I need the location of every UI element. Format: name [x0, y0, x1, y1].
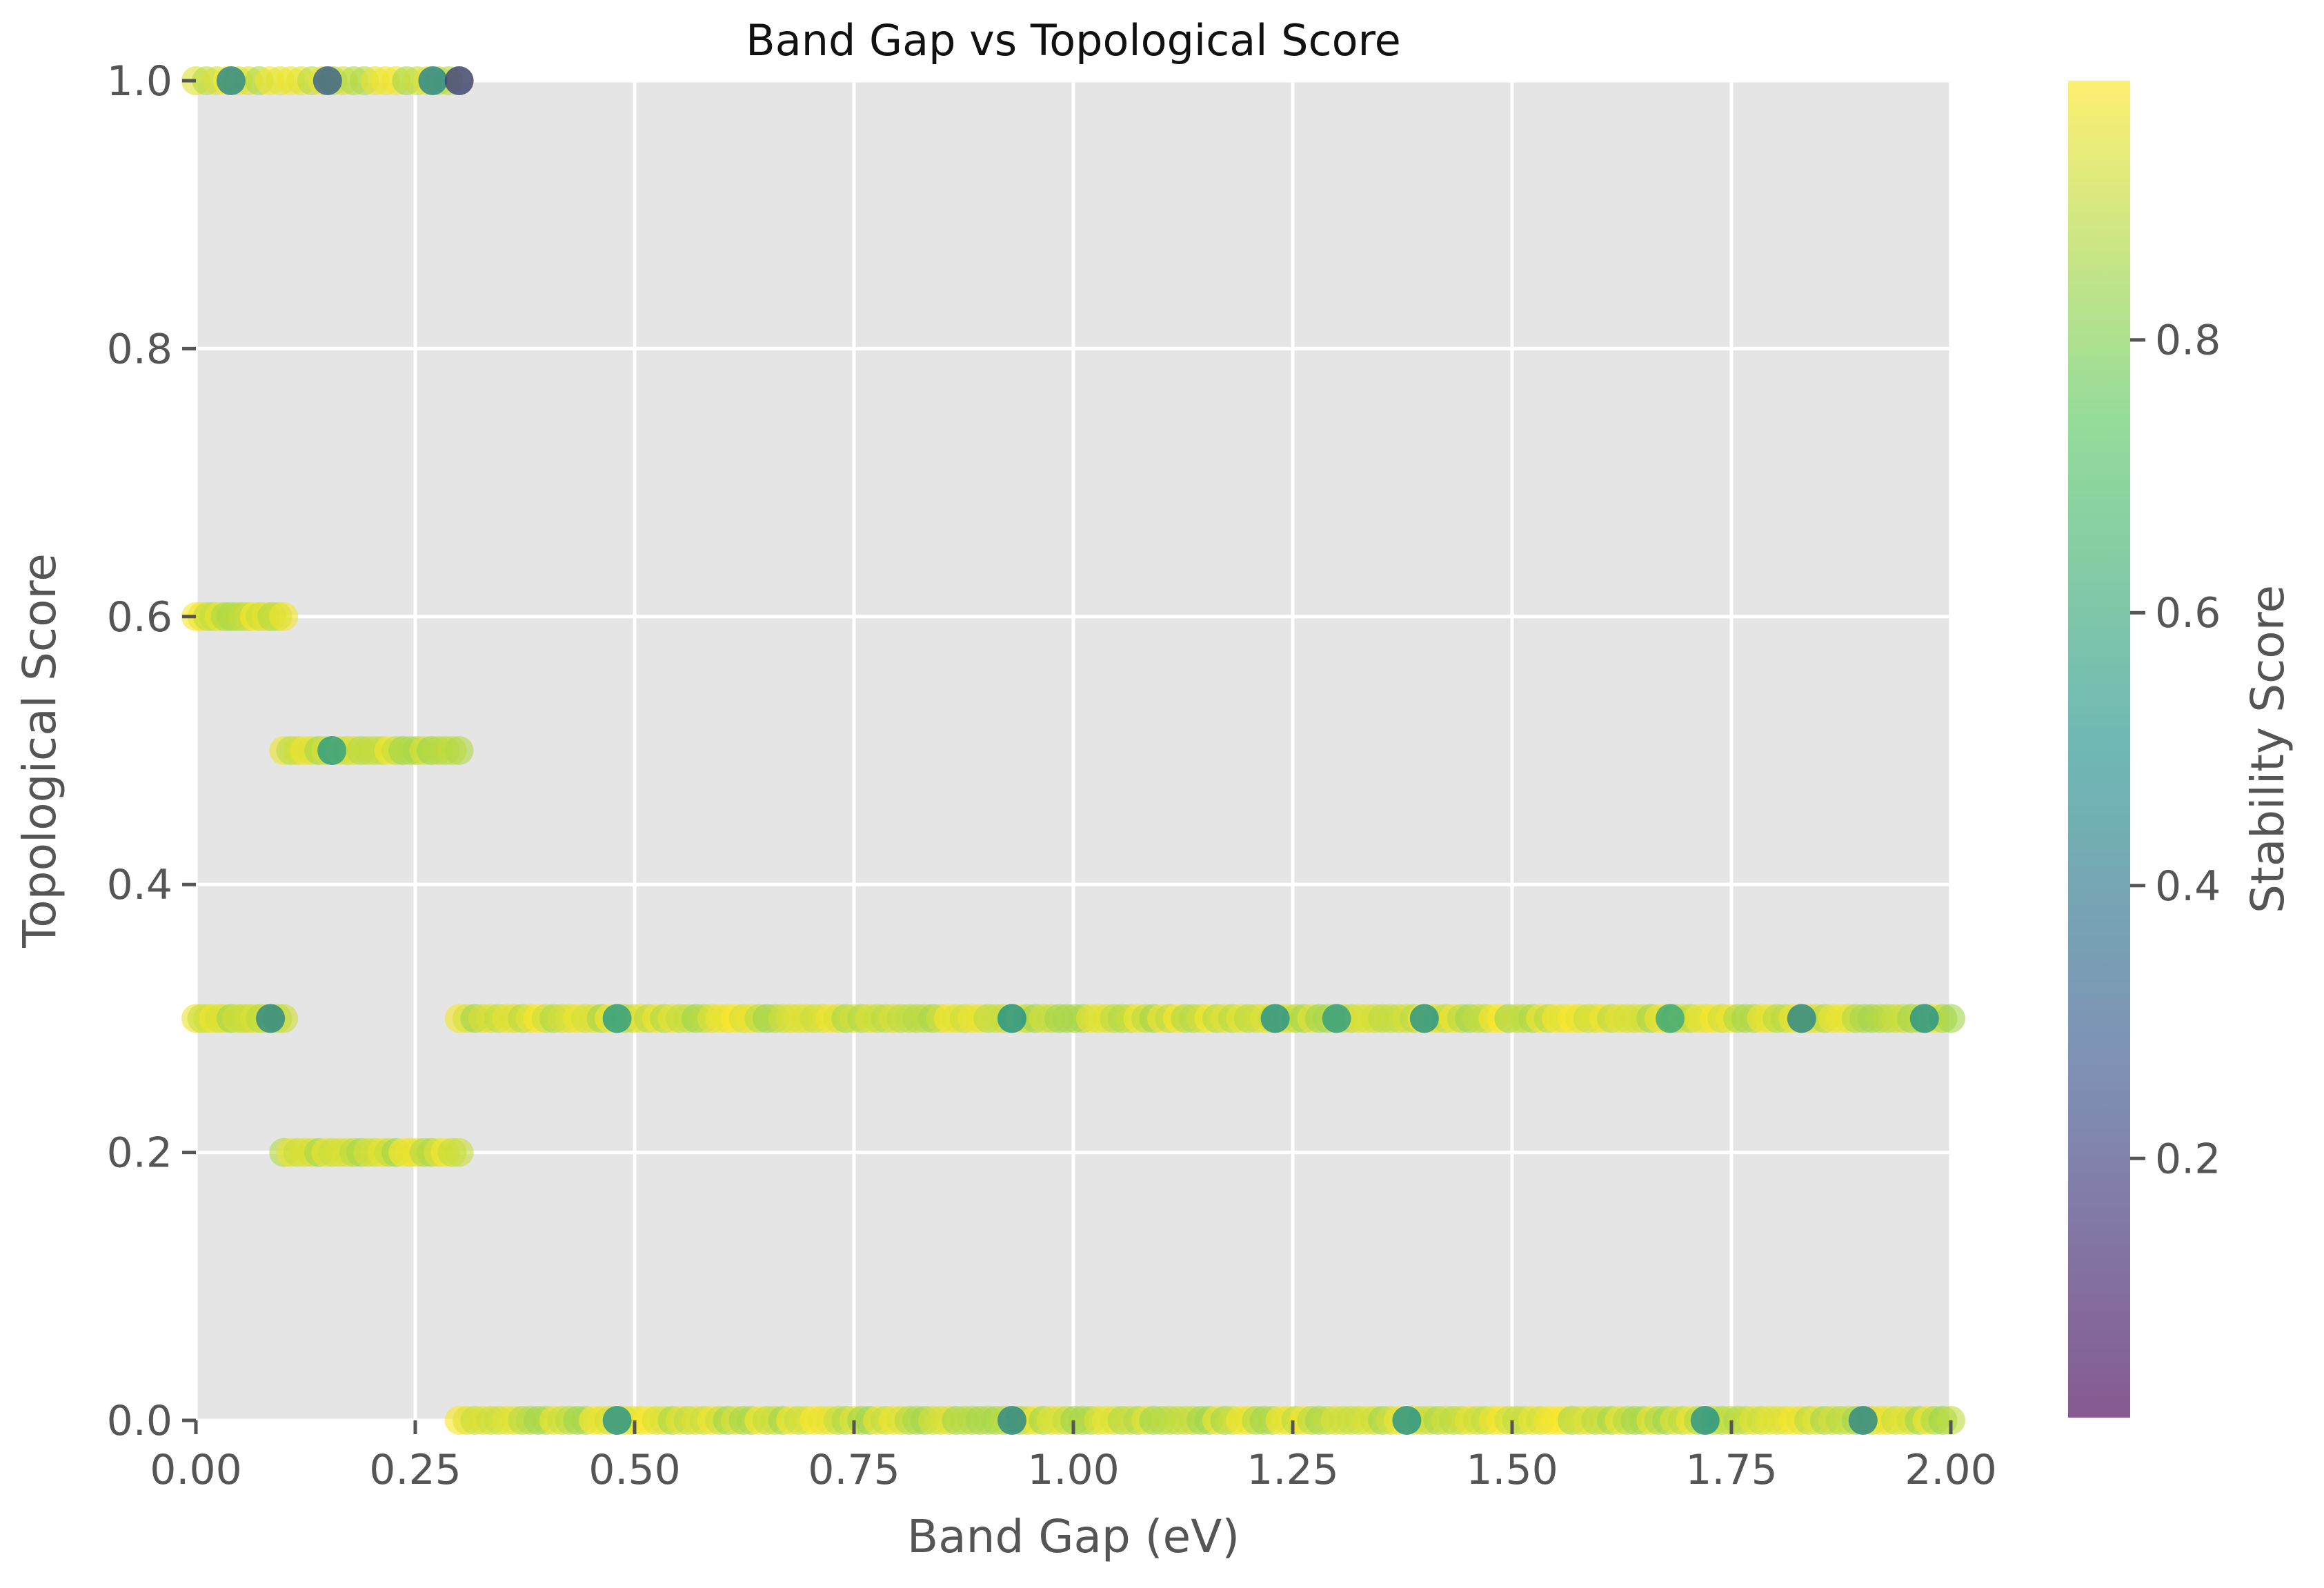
data-point: [1909, 1004, 1939, 1033]
data-point: [997, 1004, 1026, 1033]
chart-title: Band Gap vs Topological Score: [746, 15, 1401, 66]
x-tick-label: 1.75: [1685, 1446, 1778, 1494]
data-point: [1260, 1004, 1290, 1033]
y-tick-label: 0.2: [107, 1129, 172, 1178]
x-axis-label: Band Gap (eV): [907, 1510, 1240, 1563]
colorbar-tick-label: 0.2: [2155, 1135, 2221, 1183]
colorbar-tick-label: 0.6: [2155, 589, 2221, 637]
data-point: [1322, 1004, 1351, 1033]
x-tick-label: 1.50: [1466, 1446, 1558, 1494]
data-point: [312, 66, 342, 95]
x-tick-label: 0.75: [808, 1446, 900, 1494]
colorbar-axis: 0.2 0.4 0.6 0.8: [2130, 317, 2221, 1183]
data-point: [269, 602, 299, 631]
x-tick-label: 1.25: [1247, 1446, 1339, 1494]
x-tick-label: 0.00: [150, 1446, 242, 1494]
data-point: [1656, 1004, 1685, 1033]
x-tick-label: 1.00: [1027, 1446, 1120, 1494]
data-point: [1409, 1004, 1439, 1033]
data-point: [317, 736, 347, 765]
data-point: [256, 1004, 286, 1033]
y-tick-label: 0.0: [107, 1397, 172, 1445]
data-point: [418, 66, 448, 95]
data-point: [444, 66, 474, 95]
y-axis-label: Topological Score: [13, 553, 66, 949]
y-tick-label: 0.8: [107, 325, 172, 373]
data-point: [602, 1406, 632, 1435]
data-point: [444, 1138, 474, 1167]
data-point: [1936, 1004, 1965, 1033]
colorbar-label: Stability Score: [2241, 585, 2294, 913]
colorbar-tick-label: 0.4: [2155, 862, 2221, 911]
y-tick-label: 0.4: [107, 861, 172, 909]
data-point: [1392, 1406, 1422, 1435]
data-point: [602, 1004, 632, 1033]
data-point: [1848, 1406, 1878, 1435]
x-tick-label: 0.50: [588, 1446, 681, 1494]
y-tick-label: 1.0: [107, 57, 172, 106]
colorbar: [2068, 81, 2130, 1418]
x-tick-label: 2.00: [1905, 1446, 1997, 1494]
data-point: [1690, 1406, 1720, 1435]
y-tick-label: 0.6: [107, 593, 172, 642]
axes: 0.00 0.25 0.50 0.75 1.00 1.25 1.50 1.75 2.00 0.0 0…: [107, 57, 1997, 1494]
x-tick-label: 0.25: [369, 1446, 461, 1494]
data-point: [997, 1406, 1026, 1435]
data-points: [181, 66, 1965, 1435]
colorbar-tick-label: 0.8: [2155, 317, 2221, 365]
data-point: [1787, 1004, 1816, 1033]
data-point: [444, 736, 474, 765]
data-point: [216, 66, 246, 95]
